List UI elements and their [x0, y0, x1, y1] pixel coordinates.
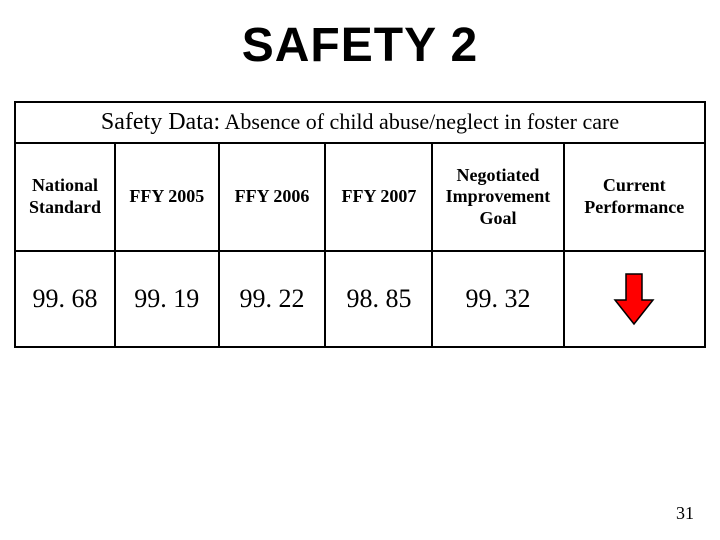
col-header-ffy-2006: FFY 2006 — [219, 143, 326, 251]
cell-ffy-2007: 98. 85 — [325, 251, 432, 347]
table-header-row: National Standard FFY 2005 FFY 2006 FFY … — [15, 143, 705, 251]
col-header-national-standard: National Standard — [15, 143, 115, 251]
cell-current-performance — [564, 251, 705, 347]
col-header-ffy-2005: FFY 2005 — [115, 143, 219, 251]
slide-title: SAFETY 2 — [14, 18, 706, 73]
caption-lead: Safety Data: — [101, 109, 220, 135]
safety-table: Safety Data: Absence of child abuse/negl… — [14, 101, 706, 348]
page-number: 31 — [676, 503, 694, 524]
cell-ffy-2005: 99. 19 — [115, 251, 219, 347]
cell-ffy-2006: 99. 22 — [219, 251, 326, 347]
caption-rest: Absence of child abuse/neglect in foster… — [220, 109, 619, 134]
down-arrow-shape — [615, 274, 653, 324]
cell-national-standard: 99. 68 — [15, 251, 115, 347]
col-header-current-performance: Current Performance — [564, 143, 705, 251]
table-caption-cell: Safety Data: Absence of child abuse/negl… — [15, 102, 705, 143]
table-data-row: 99. 68 99. 19 99. 22 98. 85 99. 32 — [15, 251, 705, 347]
col-header-negotiated-goal: Negotiated Improvement Goal — [432, 143, 563, 251]
col-header-ffy-2007: FFY 2007 — [325, 143, 432, 251]
cell-negotiated-goal: 99. 32 — [432, 251, 563, 347]
table-caption-row: Safety Data: Absence of child abuse/negl… — [15, 102, 705, 143]
down-arrow-icon — [611, 270, 657, 328]
